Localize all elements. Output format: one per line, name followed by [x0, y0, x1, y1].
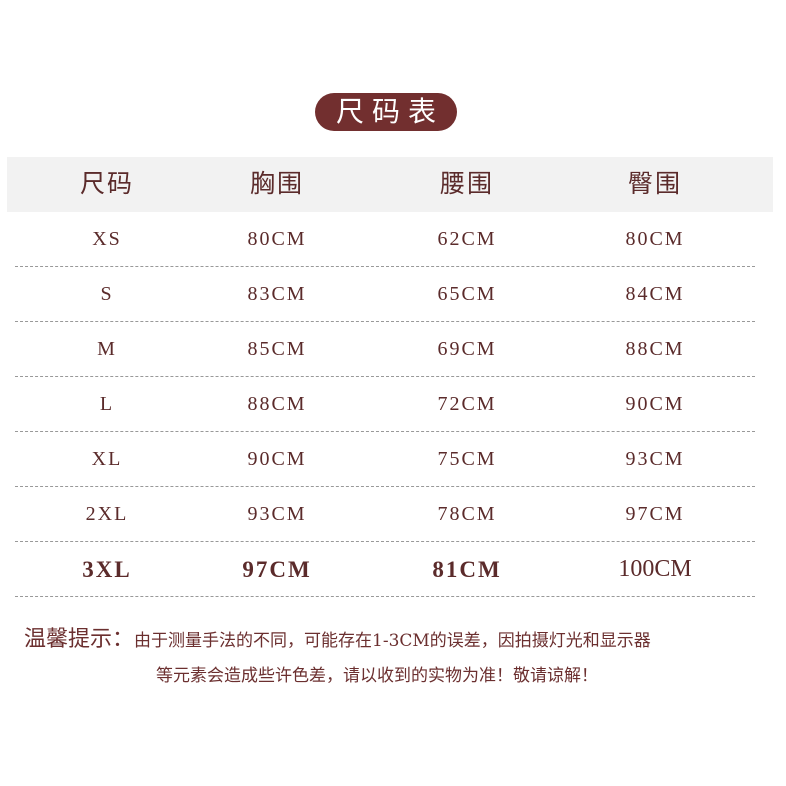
notice-line1: 由于测量手法的不同，可能存在1-3CM的误差，因拍摄灯光和显示器: [134, 631, 651, 651]
notice: 温馨提示：由于测量手法的不同，可能存在1-3CM的误差，因拍摄灯光和显示器 等元…: [24, 622, 651, 686]
cell-waist: 72CM: [437, 393, 497, 415]
cell-size: L: [99, 393, 115, 415]
cell-waist: 78CM: [437, 503, 497, 525]
table-row: M 85CM 69CM 88CM: [0, 322, 786, 377]
table-row: XS 80CM 62CM 80CM: [0, 212, 786, 267]
cell-hip: 90CM: [625, 393, 685, 415]
cell-waist: 62CM: [437, 228, 497, 250]
row-divider: [15, 431, 755, 432]
cell-bust: 85CM: [247, 338, 307, 360]
row-divider: [15, 541, 755, 542]
cell-hip: 80CM: [625, 228, 685, 250]
header-bust: 胸围: [249, 171, 304, 198]
header-hip: 臀围: [627, 171, 682, 198]
cell-bust: 97CM: [242, 557, 312, 582]
cell-size: XL: [91, 448, 123, 470]
row-divider: [15, 596, 755, 597]
table-row: 3XL 97CM 81CM 100CM: [0, 542, 786, 597]
cell-hip: 100CM: [618, 556, 692, 582]
cell-bust: 80CM: [247, 228, 307, 250]
cell-hip: 84CM: [625, 283, 685, 305]
table-row: S 83CM 65CM 84CM: [0, 267, 786, 322]
page-title: 尺码表: [315, 93, 457, 131]
row-divider: [15, 321, 755, 322]
cell-waist: 75CM: [437, 448, 497, 470]
cell-hip: 97CM: [625, 503, 685, 525]
header-size: 尺码: [79, 171, 134, 198]
table-row: XL 90CM 75CM 93CM: [0, 432, 786, 487]
table-header: 尺码 胸围 腰围 臀围: [7, 157, 773, 212]
table-row: L 88CM 72CM 90CM: [0, 377, 786, 432]
cell-size: S: [100, 283, 114, 305]
cell-hip: 88CM: [625, 338, 685, 360]
notice-line2: 等元素会造成些许色差，请以收到的实物为准！敬请谅解！: [156, 666, 598, 686]
header-waist: 腰围: [439, 171, 494, 198]
cell-bust: 88CM: [247, 393, 307, 415]
cell-waist: 69CM: [437, 338, 497, 360]
row-divider: [15, 486, 755, 487]
cell-waist: 65CM: [437, 283, 497, 305]
cell-waist: 81CM: [432, 557, 502, 582]
cell-size: 2XL: [85, 503, 129, 525]
cell-hip: 93CM: [625, 448, 685, 470]
cell-size: 3XL: [82, 557, 132, 582]
notice-label: 温馨提示：: [24, 627, 135, 652]
row-divider: [15, 376, 755, 377]
cell-size: XS: [92, 228, 122, 250]
cell-bust: 93CM: [247, 503, 307, 525]
cell-bust: 90CM: [247, 448, 307, 470]
row-divider: [15, 266, 755, 267]
cell-bust: 83CM: [247, 283, 307, 305]
table-row: 2XL 93CM 78CM 97CM: [0, 487, 786, 542]
cell-size: M: [97, 338, 117, 360]
